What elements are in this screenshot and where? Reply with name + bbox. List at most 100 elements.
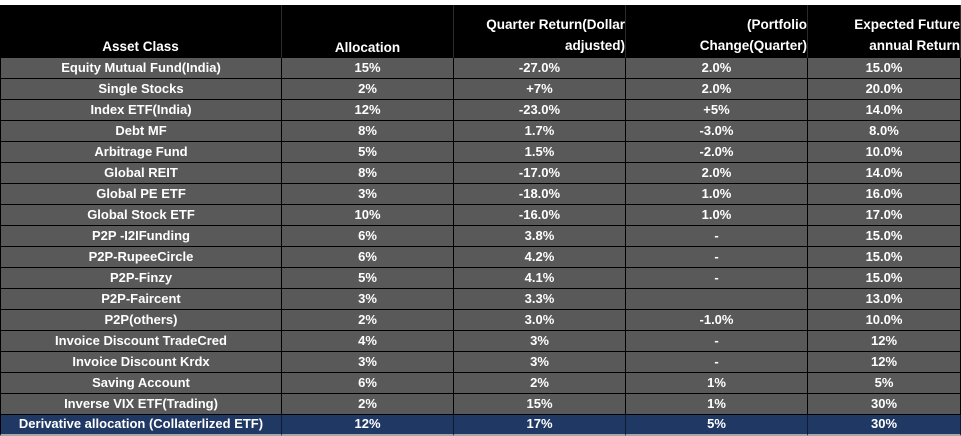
expected-return-cell[interactable]: 10.0% xyxy=(808,310,961,331)
expected-return-cell[interactable]: 15.0% xyxy=(808,247,961,268)
quarter-return-cell[interactable]: -18.0% xyxy=(454,184,626,205)
header-allocation[interactable]: Allocation xyxy=(282,5,454,58)
allocation-cell[interactable]: 5% xyxy=(282,268,454,289)
quarter-return-cell[interactable]: 15% xyxy=(454,394,626,415)
asset-class-cell[interactable]: Single Stocks xyxy=(0,79,282,100)
expected-return-cell[interactable]: 10.0% xyxy=(808,142,961,163)
portfolio-change-cell[interactable]: 1.0% xyxy=(626,205,808,226)
quarter-return-cell[interactable]: 17% xyxy=(454,415,626,436)
portfolio-change-cell[interactable]: - xyxy=(626,268,808,289)
asset-class-cell[interactable]: Global PE ETF xyxy=(0,184,282,205)
quarter-return-cell[interactable]: 1.5% xyxy=(454,142,626,163)
table-row: Inverse VIX ETF(Trading) 2% 15% 1% 30% xyxy=(0,394,961,415)
expected-return-cell[interactable]: 16.0% xyxy=(808,184,961,205)
portfolio-change-cell[interactable]: -1.0% xyxy=(626,310,808,331)
expected-return-cell[interactable]: 13.0% xyxy=(808,289,961,310)
asset-class-cell[interactable]: P2P -I2IFunding xyxy=(0,226,282,247)
header-expected-return[interactable]: Expected Future annual Return xyxy=(808,5,961,58)
quarter-return-cell[interactable]: -27.0% xyxy=(454,58,626,79)
allocation-cell[interactable]: 6% xyxy=(282,247,454,268)
quarter-return-cell[interactable]: 4.2% xyxy=(454,247,626,268)
portfolio-change-cell[interactable]: -3.0% xyxy=(626,121,808,142)
header-portfolio-change[interactable]: (Portfolio Change(Quarter) xyxy=(626,5,808,58)
allocation-cell[interactable]: 2% xyxy=(282,79,454,100)
portfolio-change-cell[interactable]: +5% xyxy=(626,100,808,121)
expected-return-cell[interactable]: 20.0% xyxy=(808,79,961,100)
allocation-cell[interactable]: 8% xyxy=(282,121,454,142)
quarter-return-cell[interactable]: 3% xyxy=(454,331,626,352)
allocation-cell[interactable]: 10% xyxy=(282,205,454,226)
quarter-return-cell[interactable]: -17.0% xyxy=(454,163,626,184)
header-quarter-return-line1: Quarter Return(Dollar xyxy=(486,17,625,32)
asset-class-cell[interactable]: P2P(others) xyxy=(0,310,282,331)
allocation-cell[interactable]: 3% xyxy=(282,289,454,310)
table-row: P2P(others) 2% 3.0% -1.0% 10.0% xyxy=(0,310,961,331)
table-row: Index ETF(India) 12% -23.0% +5% 14.0% xyxy=(0,100,961,121)
asset-class-cell[interactable]: P2P-Finzy xyxy=(0,268,282,289)
portfolio-change-cell[interactable]: - xyxy=(626,247,808,268)
portfolio-change-cell[interactable]: -2.0% xyxy=(626,142,808,163)
expected-return-cell[interactable]: 8.0% xyxy=(808,121,961,142)
allocation-cell[interactable]: 8% xyxy=(282,163,454,184)
quarter-return-cell[interactable]: -16.0% xyxy=(454,205,626,226)
expected-return-cell[interactable]: 12% xyxy=(808,352,961,373)
asset-class-cell[interactable]: Derivative allocation (Collaterlized ETF… xyxy=(0,415,282,436)
allocation-cell[interactable]: 12% xyxy=(282,415,454,436)
allocation-cell[interactable]: 15% xyxy=(282,58,454,79)
quarter-return-cell[interactable]: 3.0% xyxy=(454,310,626,331)
allocation-cell[interactable]: 5% xyxy=(282,142,454,163)
quarter-return-cell[interactable]: 1.7% xyxy=(454,121,626,142)
expected-return-cell[interactable]: 14.0% xyxy=(808,100,961,121)
allocation-cell[interactable]: 6% xyxy=(282,373,454,394)
portfolio-change-cell[interactable]: 5% xyxy=(626,415,808,436)
expected-return-cell[interactable]: 5% xyxy=(808,373,961,394)
asset-class-cell[interactable]: Saving Account xyxy=(0,373,282,394)
portfolio-change-cell[interactable]: 1% xyxy=(626,394,808,415)
portfolio-change-cell[interactable]: - xyxy=(626,331,808,352)
quarter-return-cell[interactable]: 3.8% xyxy=(454,226,626,247)
header-asset-class[interactable]: Asset Class xyxy=(0,5,282,58)
asset-class-cell[interactable]: Global Stock ETF xyxy=(0,205,282,226)
expected-return-cell[interactable]: 15.0% xyxy=(808,58,961,79)
quarter-return-cell[interactable]: 2% xyxy=(454,373,626,394)
expected-return-cell[interactable]: 17.0% xyxy=(808,205,961,226)
allocation-cell[interactable]: 3% xyxy=(282,352,454,373)
allocation-cell[interactable]: 4% xyxy=(282,331,454,352)
asset-class-cell[interactable]: Arbitrage Fund xyxy=(0,142,282,163)
expected-return-cell[interactable]: 30% xyxy=(808,415,961,436)
portfolio-change-cell[interactable]: 2.0% xyxy=(626,58,808,79)
portfolio-change-cell[interactable] xyxy=(626,289,808,310)
expected-return-cell[interactable]: 12% xyxy=(808,331,961,352)
quarter-return-cell[interactable]: +7% xyxy=(454,79,626,100)
portfolio-change-cell[interactable]: - xyxy=(626,352,808,373)
allocation-cell[interactable]: 3% xyxy=(282,184,454,205)
asset-class-cell[interactable]: Debt MF xyxy=(0,121,282,142)
asset-class-cell[interactable]: Global REIT xyxy=(0,163,282,184)
asset-class-cell[interactable]: P2P-Faircent xyxy=(0,289,282,310)
allocation-cell[interactable]: 12% xyxy=(282,100,454,121)
portfolio-change-cell[interactable]: 1% xyxy=(626,373,808,394)
expected-return-cell[interactable]: 15.0% xyxy=(808,268,961,289)
allocation-cell[interactable]: 2% xyxy=(282,394,454,415)
asset-class-cell[interactable]: Index ETF(India) xyxy=(0,100,282,121)
portfolio-change-cell[interactable]: - xyxy=(626,226,808,247)
portfolio-change-cell[interactable]: 2.0% xyxy=(626,163,808,184)
asset-class-cell[interactable]: P2P-RupeeCircle xyxy=(0,247,282,268)
asset-class-cell[interactable]: Inverse VIX ETF(Trading) xyxy=(0,394,282,415)
asset-class-cell[interactable]: Equity Mutual Fund(India) xyxy=(0,58,282,79)
quarter-return-cell[interactable]: 3% xyxy=(454,352,626,373)
expected-return-cell[interactable]: 15.0% xyxy=(808,226,961,247)
asset-class-cell[interactable]: Invoice Discount Krdx xyxy=(0,352,282,373)
expected-return-cell[interactable]: 14.0% xyxy=(808,163,961,184)
quarter-return-cell[interactable]: 4.1% xyxy=(454,268,626,289)
portfolio-change-cell[interactable]: 2.0% xyxy=(626,79,808,100)
quarter-return-cell[interactable]: -23.0% xyxy=(454,100,626,121)
allocation-cell[interactable]: 6% xyxy=(282,226,454,247)
asset-class-cell[interactable]: Invoice Discount TradeCred xyxy=(0,331,282,352)
allocation-cell[interactable]: 2% xyxy=(282,310,454,331)
quarter-return-cell[interactable]: 3.3% xyxy=(454,289,626,310)
header-portfolio-change-line2: Change(Quarter) xyxy=(699,38,807,53)
expected-return-cell[interactable]: 30% xyxy=(808,394,961,415)
portfolio-change-cell[interactable]: 1.0% xyxy=(626,184,808,205)
header-quarter-return[interactable]: Quarter Return(Dollar adjusted) xyxy=(454,5,626,58)
